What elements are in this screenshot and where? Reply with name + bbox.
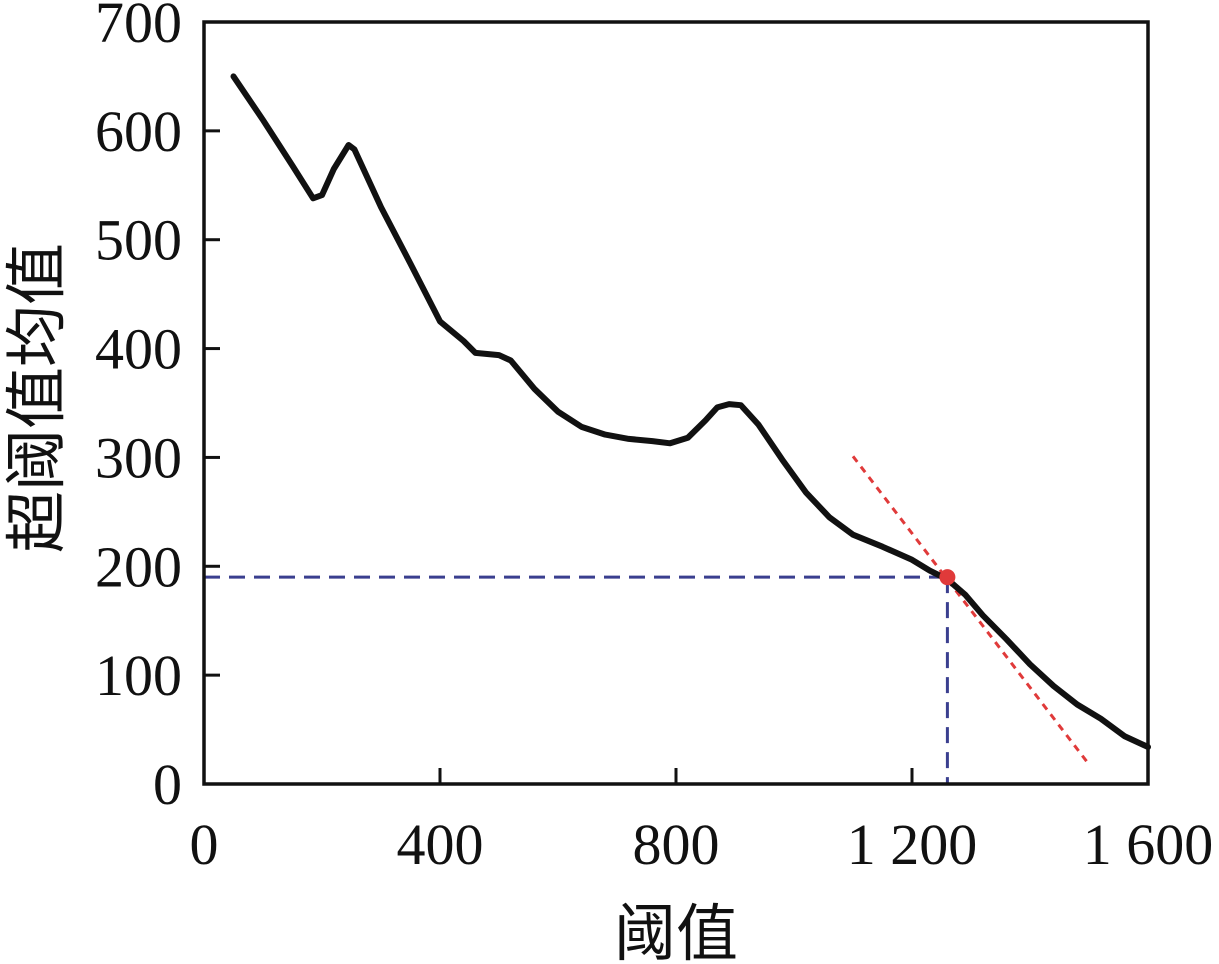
reference-lines [204,575,949,784]
y-tick-label: 400 [95,317,182,382]
y-tick-label: 600 [95,99,182,164]
series-group [230,73,1151,750]
x-tick-label: 800 [633,812,720,877]
tangent-line [851,455,1091,766]
x-tick-label: 1 200 [847,812,978,877]
series-line [230,73,1151,750]
markers [939,569,956,586]
plot-frame [202,20,1150,786]
axis-ticks [204,129,914,784]
y-tick-label: 300 [95,425,182,490]
x-tick-label: 0 [190,812,219,877]
y-tick-label: 500 [95,208,182,273]
y-tick-label: 100 [95,643,182,708]
tangent-line-segment [851,455,1091,766]
x-tick-label: 1 600 [1083,812,1214,877]
x-axis-title: 阈值 [614,897,738,964]
axis-tick-labels: 0 400 800 1 200 1 600 0 100 200 300 400 500 600 700 [95,0,1213,877]
y-tick-label: 700 [95,0,182,55]
y-axis-title: 超阈值均值 [0,243,73,553]
y-tick-label: 200 [95,534,182,599]
threshold-point [939,569,956,586]
y-tick-label: 0 [153,752,182,817]
x-tick-label: 400 [397,812,484,877]
